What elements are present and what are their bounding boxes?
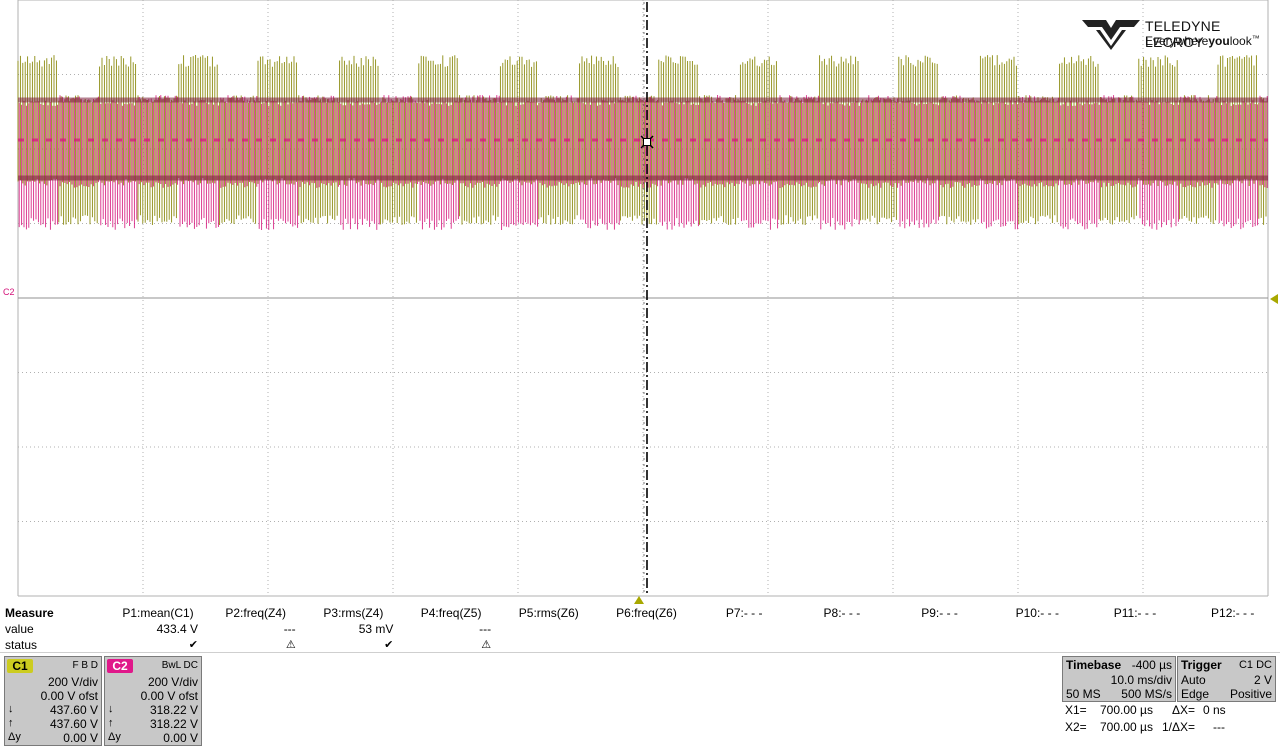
- channel-1-descriptor[interactable]: C1 F B D 200 V/div 0.00 V ofst ↓ 437.60 …: [4, 656, 102, 746]
- trigger-label: Trigger: [1181, 658, 1222, 672]
- timebase-tdiv: 10.0 ms/div: [1110, 673, 1172, 687]
- lecroy-logo-icon: [1082, 20, 1140, 50]
- channel-1-trace: [17, 55, 1267, 225]
- channel-1-dy-label: Δy: [8, 731, 21, 743]
- inv-dx-value: ---: [1213, 720, 1225, 734]
- measure-param-status-icon: ✔: [188, 639, 198, 651]
- value-row-label: value: [5, 622, 34, 636]
- timebase-delay: -400 µs: [1131, 658, 1172, 672]
- measure-param-name[interactable]: P7:- - -: [725, 606, 763, 620]
- channel-1-flags: F B D: [72, 660, 98, 671]
- cursor-down-icon: ↓: [108, 703, 114, 715]
- measure-param-name[interactable]: P9:- - -: [921, 606, 958, 620]
- channel-2-cursor-down: 318.22 V: [149, 703, 198, 717]
- cursor-down-icon: ↓: [8, 703, 14, 715]
- dx-value: 0 ns: [1203, 703, 1226, 717]
- channel-2-vdiv: 200 V/div: [147, 675, 198, 689]
- channel-2-flags: BwL DC: [161, 660, 198, 671]
- measure-param-name[interactable]: P5:rms(Z6): [518, 606, 579, 620]
- cursor-up-icon: ↑: [8, 717, 14, 729]
- timebase-label: Timebase: [1066, 658, 1122, 672]
- channel-2-dy-label: Δy: [108, 731, 121, 743]
- measure-param-status-icon: ⚠: [285, 639, 296, 651]
- channel-2-tag[interactable]: C2: [107, 659, 133, 673]
- measure-param-name[interactable]: P2:freq(Z4): [225, 606, 287, 620]
- measure-param-name[interactable]: P12:- - -: [1211, 606, 1255, 620]
- trace-overlap-band: [18, 97, 1268, 181]
- timebase-rate: 500 MS/s: [1121, 687, 1172, 701]
- channel-1-vdiv: 200 V/div: [47, 675, 98, 689]
- measure-param-value: ---: [479, 622, 492, 636]
- x2-value: 700.00 µs: [1100, 720, 1153, 734]
- measure-param-value: 433.4 V: [156, 622, 198, 636]
- measure-param-value: ---: [283, 622, 296, 636]
- measure-table: Measure value status P1:mean(C1) 433.4 V ✔…: [0, 604, 1280, 652]
- channel-1-offset: 0.00 V ofst: [40, 689, 98, 703]
- measure-param-status-icon: ⚠: [481, 639, 492, 651]
- dx-label: ΔX=: [1172, 703, 1196, 717]
- measure-header-row: Measure: [0, 606, 1280, 622]
- channel-2-offset: 0.00 V ofst: [140, 689, 198, 703]
- brand-name: TELEDYNE LECROY: [1145, 18, 1221, 50]
- measure-param-name[interactable]: P8:- - -: [823, 606, 861, 620]
- trigger-position-marker[interactable]: [634, 596, 644, 604]
- status-row-label: status: [5, 638, 38, 652]
- channel-2-cursor-up: 318.22 V: [149, 717, 198, 731]
- measure-param-name[interactable]: P1:mean(C1): [122, 606, 194, 620]
- waveform-grid: [17, 0, 1269, 597]
- measure-param-name[interactable]: P10:- - -: [1015, 606, 1059, 620]
- crosshair-icon: [640, 135, 654, 149]
- inv-dx-label: 1/ΔX=: [1162, 720, 1196, 734]
- channel-1-dy: 0.00 V: [63, 731, 98, 745]
- channel-1-cursor-up: 437.60 V: [49, 717, 98, 731]
- channel-offset-marker[interactable]: C2: [3, 287, 15, 297]
- brand-tagline: Everywhereyoulook™: [1145, 34, 1260, 48]
- trigger-descriptor[interactable]: Trigger C1 DC Auto 2 V Edge Positive: [1177, 656, 1276, 702]
- x1-value: 700.00 µs: [1100, 703, 1153, 717]
- measure-title: Measure: [5, 606, 54, 620]
- x1-label: X1=: [1065, 703, 1087, 717]
- teledyne-lecroy-logo: TELEDYNE LECROY Everywhereyoulook™: [1082, 16, 1272, 50]
- channel-1-tag[interactable]: C1: [7, 659, 33, 673]
- trigger-type: Edge: [1181, 687, 1210, 701]
- trigger-level-marker[interactable]: [1270, 294, 1278, 304]
- timebase-samples: 50 MS: [1066, 687, 1101, 701]
- measure-param-name[interactable]: P6:freq(Z6): [616, 606, 677, 620]
- measure-param-value: 53 mV: [358, 622, 394, 636]
- channel-2-descriptor[interactable]: C2 BwL DC 200 V/div 0.00 V ofst ↓ 318.22…: [104, 656, 202, 746]
- cursor-up-icon: ↑: [108, 717, 114, 729]
- measure-param-name[interactable]: P11:- - -: [1113, 606, 1157, 620]
- measure-param-name[interactable]: P3:rms(Z4): [323, 606, 384, 620]
- waveform-display[interactable]: TELEDYNE LECROY Everywhereyoulook™ C2: [0, 0, 1280, 604]
- measure-param-status-icon: ✔: [384, 639, 394, 651]
- trigger-source: C1 DC: [1238, 659, 1272, 671]
- trigger-level: 2 V: [1253, 673, 1272, 687]
- channel-2-dy: 0.00 V: [163, 731, 198, 745]
- measure-value-row: value: [0, 622, 1280, 638]
- trigger-slope: Positive: [1229, 687, 1272, 701]
- trigger-mode: Auto: [1181, 673, 1206, 687]
- measure-status-row: status: [0, 638, 1280, 654]
- x2-label: X2=: [1065, 720, 1087, 734]
- channel-2-trace: [18, 95, 1268, 230]
- panel-divider: [0, 652, 1280, 653]
- measure-param-name[interactable]: P4:freq(Z5): [420, 606, 482, 620]
- channel-1-cursor-down: 437.60 V: [49, 703, 98, 717]
- timebase-descriptor[interactable]: Timebase -400 µs 10.0 ms/div 50 MS 500 M…: [1062, 656, 1176, 702]
